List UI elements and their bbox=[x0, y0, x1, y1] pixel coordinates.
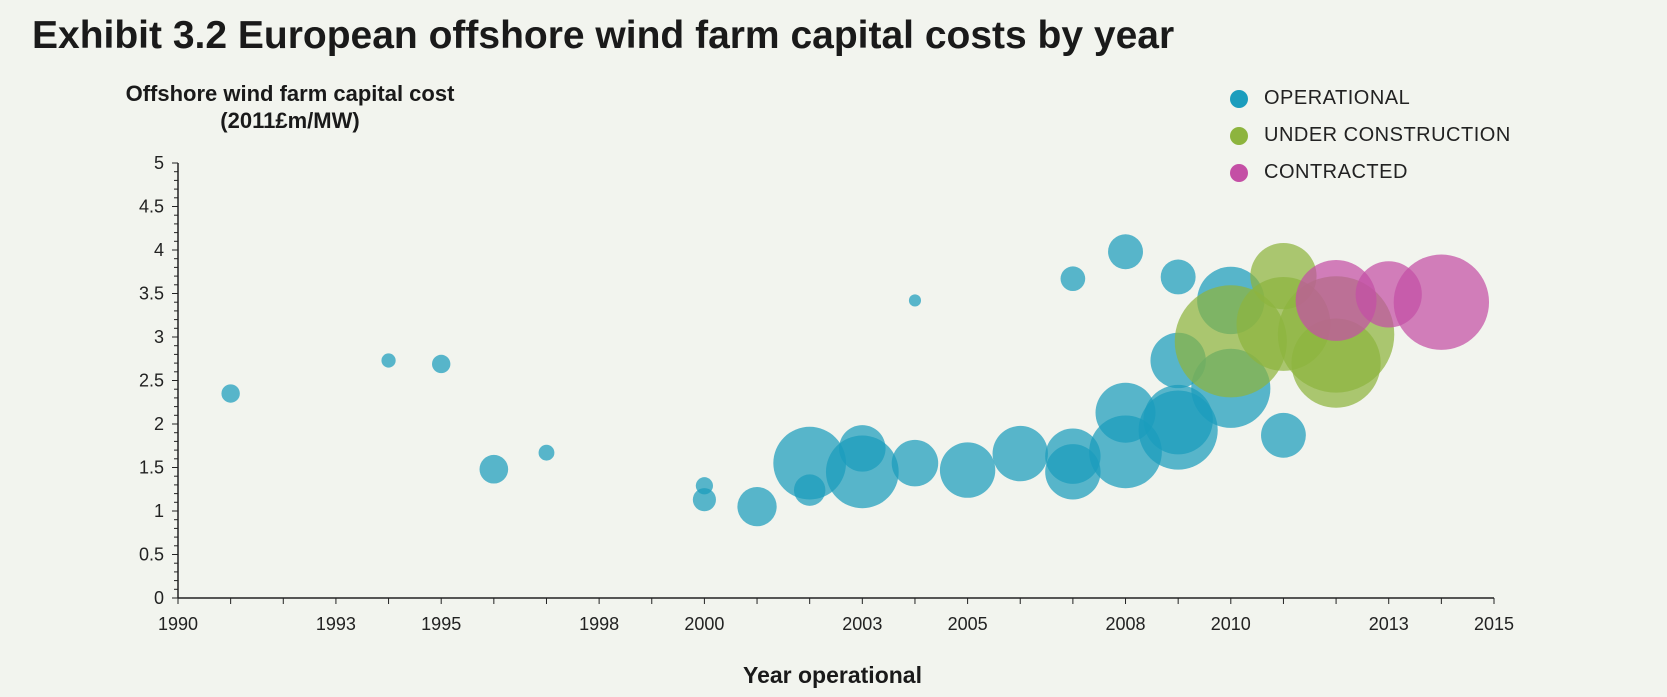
y-tick-label: 4.5 bbox=[139, 197, 164, 217]
x-tick-label: 1998 bbox=[579, 614, 619, 634]
x-axis-label-container: Year operational bbox=[0, 662, 1667, 689]
legend-marker-contracted bbox=[1230, 163, 1248, 182]
x-tick-label: 1993 bbox=[316, 614, 356, 634]
legend-label-under-construction: UNDER CONSTRUCTION bbox=[1264, 124, 1511, 146]
bubble-operational bbox=[1045, 444, 1101, 500]
x-tick-label: 2008 bbox=[1105, 614, 1145, 634]
legend-marker-operational bbox=[1230, 89, 1248, 108]
x-tick-label: 1995 bbox=[421, 614, 461, 634]
chart-title: Exhibit 3.2 European offshore wind farm … bbox=[32, 14, 1175, 57]
bubble-operational bbox=[381, 353, 396, 368]
bubble-operational bbox=[538, 444, 555, 461]
bubble-operational bbox=[908, 294, 922, 307]
bubble-operational bbox=[939, 442, 996, 498]
bubble-operational bbox=[1108, 234, 1143, 270]
x-tick-label: 2015 bbox=[1474, 614, 1514, 634]
x-tick-label: 2005 bbox=[948, 614, 988, 634]
y-tick-label: 2.5 bbox=[139, 371, 164, 391]
bubble-operational bbox=[992, 425, 1048, 482]
x-tick-label: 2000 bbox=[684, 614, 724, 634]
y-tick-label: 0.5 bbox=[139, 545, 164, 565]
y-tick-label: 4 bbox=[154, 240, 164, 260]
bubble-operational bbox=[1060, 266, 1086, 292]
bubble-contracted bbox=[1295, 260, 1377, 341]
legend-marker-under-construction bbox=[1230, 126, 1248, 145]
bubble-operational bbox=[793, 474, 826, 506]
bubble-operational bbox=[479, 454, 509, 484]
y-tick-label: 1.5 bbox=[139, 458, 164, 478]
y-tick-label: 2 bbox=[154, 414, 164, 434]
bubble-operational bbox=[737, 487, 777, 527]
x-tick-label: 2010 bbox=[1211, 614, 1251, 634]
bubbles bbox=[221, 234, 1490, 527]
legend: OPERATIONAL UNDER CONSTRUCTION CONTRACTE… bbox=[1230, 80, 1511, 191]
y-tick-label: 5 bbox=[154, 153, 164, 173]
y-tick-label: 3.5 bbox=[139, 284, 164, 304]
legend-label-operational: OPERATIONAL bbox=[1264, 87, 1411, 109]
x-axis-label: Year operational bbox=[743, 662, 922, 688]
x-tick-label: 2003 bbox=[842, 614, 882, 634]
bubble-operational bbox=[1261, 412, 1306, 458]
legend-item-under-construction: UNDER CONSTRUCTION bbox=[1230, 117, 1511, 154]
bubble-under-construction bbox=[1291, 318, 1381, 408]
y-tick-label: 1 bbox=[154, 501, 164, 521]
y-tick-label: 0 bbox=[154, 588, 164, 608]
axes: 0 0.5 1 1.5 2 2.5 3 3.5 4 4.5 5 1990 1993 1995 1998 200… bbox=[139, 153, 1514, 634]
y-tick-label: 3 bbox=[154, 327, 164, 347]
x-tick-label: 2013 bbox=[1369, 614, 1409, 634]
bubble-operational bbox=[431, 354, 451, 374]
bubble-operational bbox=[221, 384, 240, 403]
bubble-operational bbox=[825, 435, 899, 509]
legend-item-operational: OPERATIONAL bbox=[1230, 80, 1511, 117]
bubble-operational bbox=[891, 439, 939, 487]
legend-label-contracted: CONTRACTED bbox=[1264, 161, 1408, 183]
bubble-operational bbox=[1160, 259, 1196, 295]
bubble-operational bbox=[692, 488, 716, 512]
legend-item-contracted: CONTRACTED bbox=[1230, 154, 1511, 191]
bubble-contracted bbox=[1393, 254, 1490, 350]
y-axis-label: Offshore wind farm capital cost (2011£m/… bbox=[125, 81, 455, 133]
x-tick-label: 1990 bbox=[158, 614, 198, 634]
